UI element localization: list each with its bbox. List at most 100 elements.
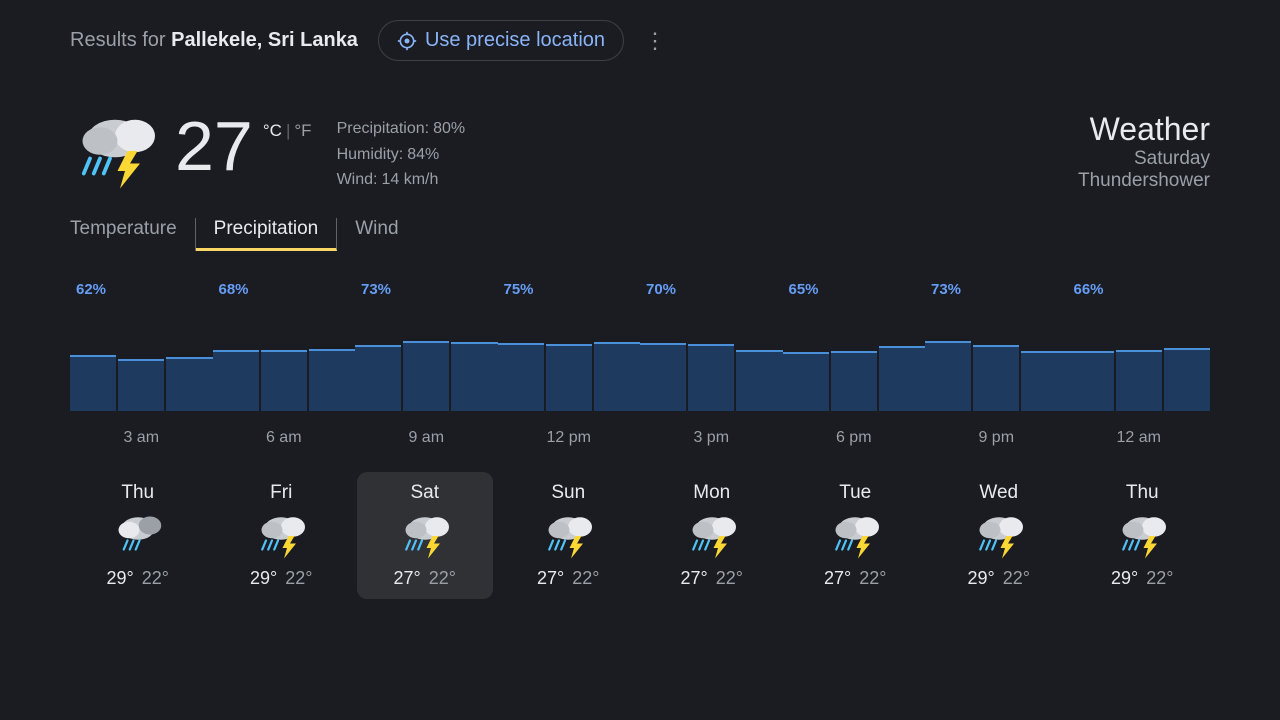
- precip-bar: [1068, 351, 1114, 410]
- day-card[interactable]: Thu 29° 22°: [70, 472, 206, 599]
- tab-wind[interactable]: Wind: [337, 218, 416, 251]
- daily-forecast-row: Thu29°22°Fri29°22°Sat27°22°Sun27°22°Mon2…: [70, 472, 1210, 599]
- precip-bar: [1164, 348, 1210, 411]
- precip-bar: [498, 343, 544, 411]
- current-condition: Thundershower: [1078, 170, 1210, 192]
- current-weather-icon: [70, 111, 160, 191]
- precip-bars: [213, 311, 356, 411]
- day-label: Sat: [363, 482, 487, 504]
- tab-precipitation[interactable]: Precipitation: [196, 218, 338, 251]
- day-card[interactable]: Thu29°22°: [1075, 472, 1211, 599]
- thunder-icon: [395, 512, 455, 560]
- precip-pct-label: 66%: [1068, 281, 1211, 311]
- precip-column: 70%: [640, 281, 783, 411]
- thunder-icon: [251, 512, 311, 560]
- precip-bars: [783, 311, 926, 411]
- unit-toggle: °C | °F: [263, 121, 312, 141]
- precip-bars: [70, 311, 213, 411]
- precip-bar: [688, 344, 734, 411]
- hour-label: 9 pm: [925, 421, 1068, 472]
- hour-label: 12 pm: [498, 421, 641, 472]
- day-card[interactable]: Tue 27°22°: [788, 472, 924, 599]
- more-options-icon[interactable]: ⋮: [644, 28, 666, 54]
- hour-label: 6 pm: [783, 421, 926, 472]
- chart-tabs: Temperature Precipitation Wind: [70, 218, 1210, 251]
- hour-label: 3 am: [70, 421, 213, 472]
- target-icon: [397, 31, 417, 51]
- hour-axis: 3 am6 am9 am12 pm3 pm6 pm9 pm12 am: [70, 421, 1210, 472]
- precip-bars: [1068, 311, 1211, 411]
- precip-column: 73%: [355, 281, 498, 411]
- thunder-icon: [825, 512, 885, 560]
- temperature-block: 27 °C | °F: [175, 111, 312, 181]
- day-label: Tue: [794, 482, 918, 504]
- precip-bar: [546, 344, 592, 411]
- day-card[interactable]: Fri 29°22°: [214, 472, 350, 599]
- high-temp: 29°: [107, 568, 134, 589]
- high-temp: 29°: [1111, 568, 1138, 589]
- precip-bars: [640, 311, 783, 411]
- day-label: Sun: [507, 482, 631, 504]
- day-card[interactable]: Wed 29°22°: [931, 472, 1067, 599]
- wind-value: 14 km/h: [381, 171, 438, 188]
- use-precise-location-button[interactable]: Use precise location: [378, 20, 624, 61]
- tab-temperature[interactable]: Temperature: [70, 218, 196, 251]
- precip-bar: [213, 350, 259, 411]
- precip-column: 73%: [925, 281, 1068, 411]
- hour-label: 12 am: [1068, 421, 1211, 472]
- precip-bar: [736, 350, 782, 411]
- precise-location-label: Use precise location: [425, 29, 605, 52]
- thunder-icon: [682, 512, 742, 560]
- low-temp: 22°: [1003, 568, 1030, 589]
- precip-pct-label: 73%: [355, 281, 498, 311]
- hi-lo: 27° 22°: [363, 568, 487, 589]
- high-temp: 29°: [250, 568, 277, 589]
- precip-column: 65%: [783, 281, 926, 411]
- hi-lo: 27°22°: [650, 568, 774, 589]
- rain-cloud-icon: [108, 512, 168, 560]
- precip-pct-label: 73%: [925, 281, 1068, 311]
- low-temp: 22°: [142, 568, 169, 589]
- precip-bar: [261, 350, 307, 410]
- precip-bar: [70, 355, 116, 411]
- hi-lo: 29°22°: [220, 568, 344, 589]
- low-temp: 22°: [429, 568, 456, 589]
- hi-lo: 29°22°: [937, 568, 1061, 589]
- hi-lo: 27°22°: [794, 568, 918, 589]
- hour-label: 3 pm: [640, 421, 783, 472]
- low-temp: 22°: [572, 568, 599, 589]
- high-temp: 27°: [537, 568, 564, 589]
- current-day: Saturday: [1078, 148, 1210, 170]
- day-card[interactable]: Mon27°22°: [644, 472, 780, 599]
- precip-bar: [879, 346, 925, 411]
- day-label: Fri: [220, 482, 344, 504]
- low-temp: 22°: [716, 568, 743, 589]
- unit-celsius[interactable]: °C: [263, 121, 282, 141]
- low-temp: 22°: [1146, 568, 1173, 589]
- precip-bar: [594, 342, 640, 410]
- precip-bar: [451, 342, 497, 410]
- precip-bars: [355, 311, 498, 411]
- high-temp: 27°: [394, 568, 421, 589]
- precip-bar: [1021, 351, 1067, 410]
- precip-pct-label: 75%: [498, 281, 641, 311]
- day-label: Wed: [937, 482, 1061, 504]
- precip-pct-label: 62%: [70, 281, 213, 311]
- day-card[interactable]: Sat 27° 22°: [357, 472, 493, 599]
- precip-bar: [166, 357, 212, 411]
- top-bar: Results for Pallekele, Sri Lanka Use pre…: [70, 20, 1210, 61]
- location-name: Pallekele, Sri Lanka: [171, 29, 358, 51]
- thunder-icon: [1112, 512, 1172, 560]
- precip-bars: [498, 311, 641, 411]
- unit-separator: |: [286, 121, 290, 141]
- unit-fahrenheit[interactable]: °F: [294, 121, 311, 141]
- day-label: Thu: [76, 482, 200, 504]
- thunder-icon: [538, 512, 598, 560]
- hi-lo: 29° 22°: [76, 568, 200, 589]
- day-card[interactable]: Sun 27° 22°: [501, 472, 637, 599]
- wind-label: Wind:: [337, 171, 378, 188]
- low-temp: 22°: [859, 568, 886, 589]
- thunder-icon: [969, 512, 1029, 560]
- precip-column: 75%: [498, 281, 641, 411]
- precip-bar: [118, 359, 164, 411]
